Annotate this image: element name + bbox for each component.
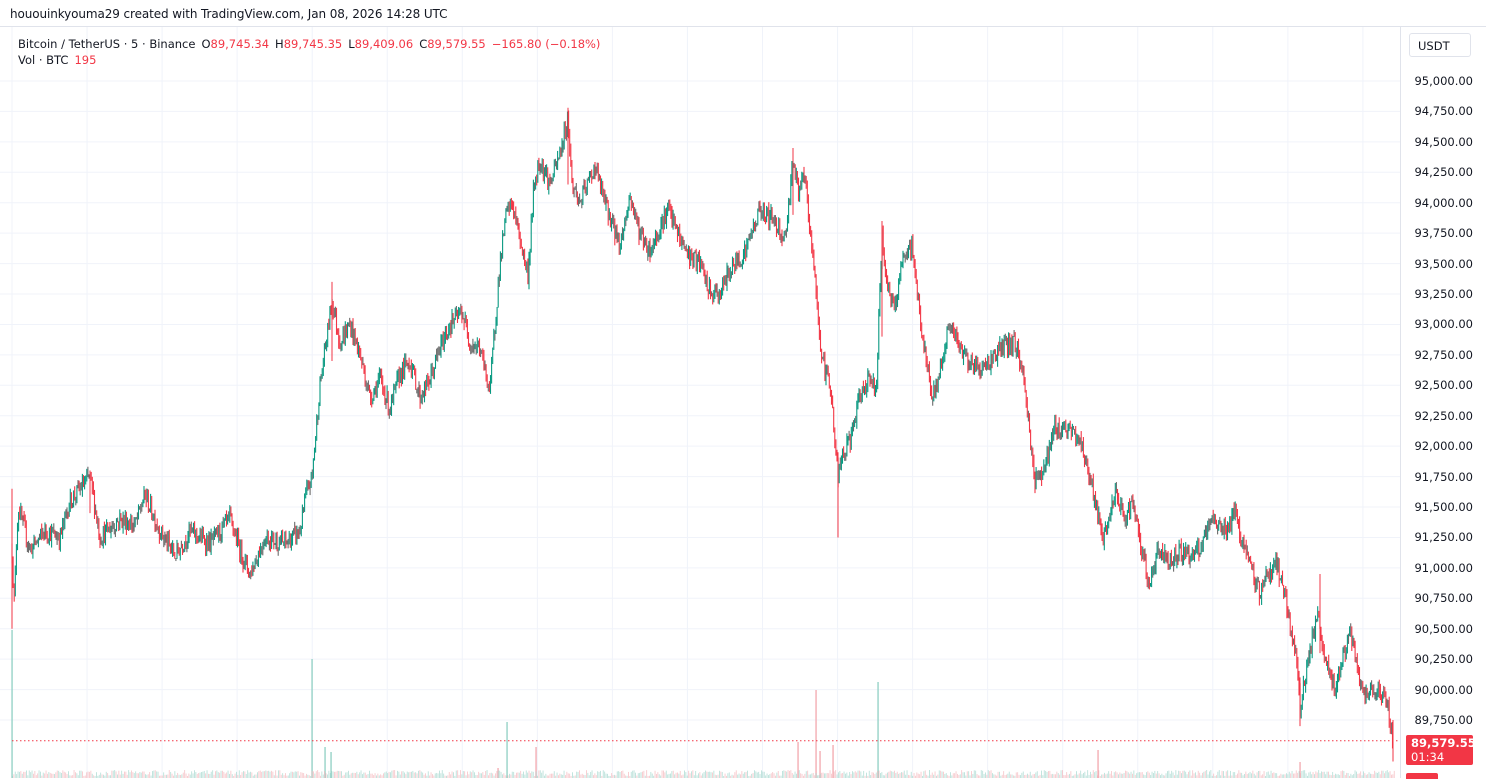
- low-label: L: [348, 37, 355, 51]
- price-tick-label: 93,000.00: [1414, 317, 1473, 332]
- price-tick-label: 90,250.00: [1414, 652, 1473, 667]
- price-tick-label: 93,500.00: [1414, 256, 1473, 271]
- change-value: −165.80 (−0.18%): [491, 37, 601, 51]
- grid-lines: [0, 27, 1400, 778]
- price-tick-label: 92,250.00: [1414, 408, 1473, 423]
- high-value: 89,745.35: [283, 37, 343, 51]
- price-tick-label: 93,250.00: [1414, 287, 1473, 301]
- volume-label[interactable]: Vol · BTC: [18, 53, 69, 67]
- volume-bars: [11, 630, 1395, 778]
- price-tick-label: 92,750.00: [1414, 347, 1473, 362]
- price-tick-label: 92,500.00: [1414, 378, 1473, 393]
- price-tick-label: 94,500.00: [1414, 134, 1473, 149]
- price-tick-label: 92,000.00: [1414, 439, 1473, 454]
- chart-attribution: hououinkyouma29 created with TradingView…: [10, 7, 448, 21]
- close-label: C: [419, 37, 428, 51]
- price-tick-label: 89,750.00: [1414, 713, 1473, 728]
- price-tick-label: 95,000.00: [1414, 74, 1473, 88]
- chart-container[interactable]: Bitcoin / TetherUS · 5 · Binance O 89,74…: [0, 26, 1486, 779]
- ohlc-legend-row: Bitcoin / TetherUS · 5 · Binance O 89,74…: [18, 36, 600, 52]
- close-value: 89,579.55: [427, 37, 486, 51]
- price-axis[interactable]: USDT 89,579.55 01:34 95,000.00 94,750.00 9…: [1400, 27, 1486, 779]
- price-tick-label: 94,250.00: [1414, 165, 1473, 180]
- bar-countdown: 01:34: [1411, 749, 1445, 764]
- candles: [11, 107, 1394, 762]
- currency-selector-button[interactable]: USDT: [1409, 33, 1471, 57]
- volume-legend-row: Vol · BTC 195: [18, 52, 600, 68]
- candlestick-chart[interactable]: [0, 27, 1400, 778]
- price-tick-label: 94,750.00: [1414, 104, 1473, 119]
- price-tick-label: 91,750.00: [1414, 469, 1473, 484]
- price-plot-area[interactable]: Bitcoin / TetherUS · 5 · Binance O 89,74…: [0, 27, 1400, 778]
- low-value: 89,409.06: [354, 37, 414, 51]
- price-tick-label: 90,000.00: [1414, 682, 1473, 697]
- price-tick-label: 91,250.00: [1414, 530, 1473, 545]
- price-tick-label: 94,000.00: [1414, 195, 1473, 210]
- high-label: H: [275, 37, 284, 51]
- price-tick-label: 90,500.00: [1414, 621, 1473, 636]
- open-label: O: [201, 37, 211, 51]
- price-tick-label: 91,500.00: [1414, 500, 1473, 515]
- price-tick-label: 93,750.00: [1414, 226, 1473, 241]
- symbol-title[interactable]: Bitcoin / TetherUS · 5 · Binance: [18, 37, 196, 51]
- volume-axis-label: [1406, 773, 1438, 779]
- volume-value: 195: [74, 53, 97, 67]
- open-value: 89,745.34: [210, 37, 270, 51]
- last-price-label: 89,579.55 01:34: [1406, 734, 1476, 765]
- chart-legend: Bitcoin / TetherUS · 5 · Binance O 89,74…: [18, 36, 600, 68]
- last-price-value: 89,579.55: [1411, 735, 1476, 750]
- price-tick-label: 90,750.00: [1414, 591, 1473, 606]
- price-tick-label: 91,000.00: [1414, 560, 1473, 575]
